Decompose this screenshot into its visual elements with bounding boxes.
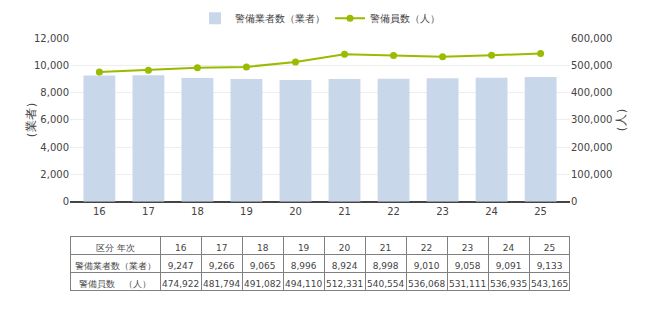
svg-text:474,922: 474,922 [162, 279, 199, 289]
svg-text:警備業者数（業者）: 警備業者数（業者） [75, 261, 156, 271]
svg-text:18: 18 [191, 206, 204, 217]
svg-text:512,331: 512,331 [326, 279, 363, 289]
svg-text:18: 18 [257, 243, 269, 253]
svg-text:20: 20 [339, 243, 351, 253]
svg-text:494,110: 494,110 [285, 279, 322, 289]
svg-text:9,058: 9,058 [455, 261, 481, 271]
svg-text:17: 17 [216, 243, 227, 253]
svg-text:8,996: 8,996 [291, 261, 317, 271]
svg-text:491,082: 491,082 [244, 279, 281, 289]
svg-text:8,998: 8,998 [373, 261, 399, 271]
svg-text:4,000: 4,000 [40, 142, 69, 153]
svg-text:531,111: 531,111 [449, 279, 486, 289]
svg-text:25: 25 [534, 206, 547, 217]
svg-text:24: 24 [485, 206, 498, 217]
svg-text:警備員数 （人）: 警備員数 （人） [79, 279, 151, 289]
svg-text:0: 0 [571, 196, 577, 207]
svg-text:600,000: 600,000 [571, 33, 612, 44]
svg-text:21: 21 [380, 243, 391, 253]
svg-text:警備員数（人）: 警備員数（人） [370, 13, 440, 24]
svg-text:536,068: 536,068 [408, 279, 445, 289]
svg-text:8,000: 8,000 [40, 87, 69, 98]
svg-text:22: 22 [387, 206, 400, 217]
svg-text:9,010: 9,010 [414, 261, 440, 271]
svg-text:200,000: 200,000 [571, 142, 612, 153]
svg-text:300,000: 300,000 [571, 114, 612, 125]
svg-text:9,266: 9,266 [209, 261, 235, 271]
svg-text:22: 22 [421, 243, 432, 253]
svg-text:0: 0 [63, 196, 69, 207]
svg-text:16: 16 [175, 243, 187, 253]
svg-text:500,000: 500,000 [571, 60, 612, 71]
svg-text:9,091: 9,091 [496, 261, 522, 271]
svg-text:400,000: 400,000 [571, 87, 612, 98]
svg-text:24: 24 [503, 243, 515, 253]
svg-text:10,000: 10,000 [34, 60, 69, 71]
svg-text:12,000: 12,000 [34, 33, 69, 44]
svg-text:9,065: 9,065 [250, 261, 276, 271]
svg-text:6,000: 6,000 [40, 114, 69, 125]
svg-text:23: 23 [436, 206, 449, 217]
svg-text:区分 年次: 区分 年次 [96, 243, 135, 253]
svg-text:警備業者数（業者）: 警備業者数（業者） [235, 13, 325, 24]
svg-text:19: 19 [298, 243, 310, 253]
svg-text:100,000: 100,000 [571, 169, 612, 180]
svg-text:9,247: 9,247 [168, 261, 194, 271]
svg-text:25: 25 [544, 243, 555, 253]
svg-text:20: 20 [289, 206, 302, 217]
svg-text:536,935: 536,935 [490, 279, 527, 289]
svg-text:（人）: （人） [614, 102, 628, 138]
svg-text:16: 16 [93, 206, 106, 217]
svg-text:8,924: 8,924 [332, 261, 358, 271]
svg-text:9,133: 9,133 [537, 261, 563, 271]
svg-text:540,554: 540,554 [367, 279, 404, 289]
svg-text:（業者）: （業者） [24, 96, 38, 144]
svg-text:21: 21 [338, 206, 351, 217]
svg-text:481,794: 481,794 [203, 279, 240, 289]
svg-text:23: 23 [462, 243, 473, 253]
svg-text:543,165: 543,165 [531, 279, 568, 289]
svg-text:19: 19 [240, 206, 253, 217]
svg-text:17: 17 [142, 206, 155, 217]
svg-text:2,000: 2,000 [40, 169, 69, 180]
